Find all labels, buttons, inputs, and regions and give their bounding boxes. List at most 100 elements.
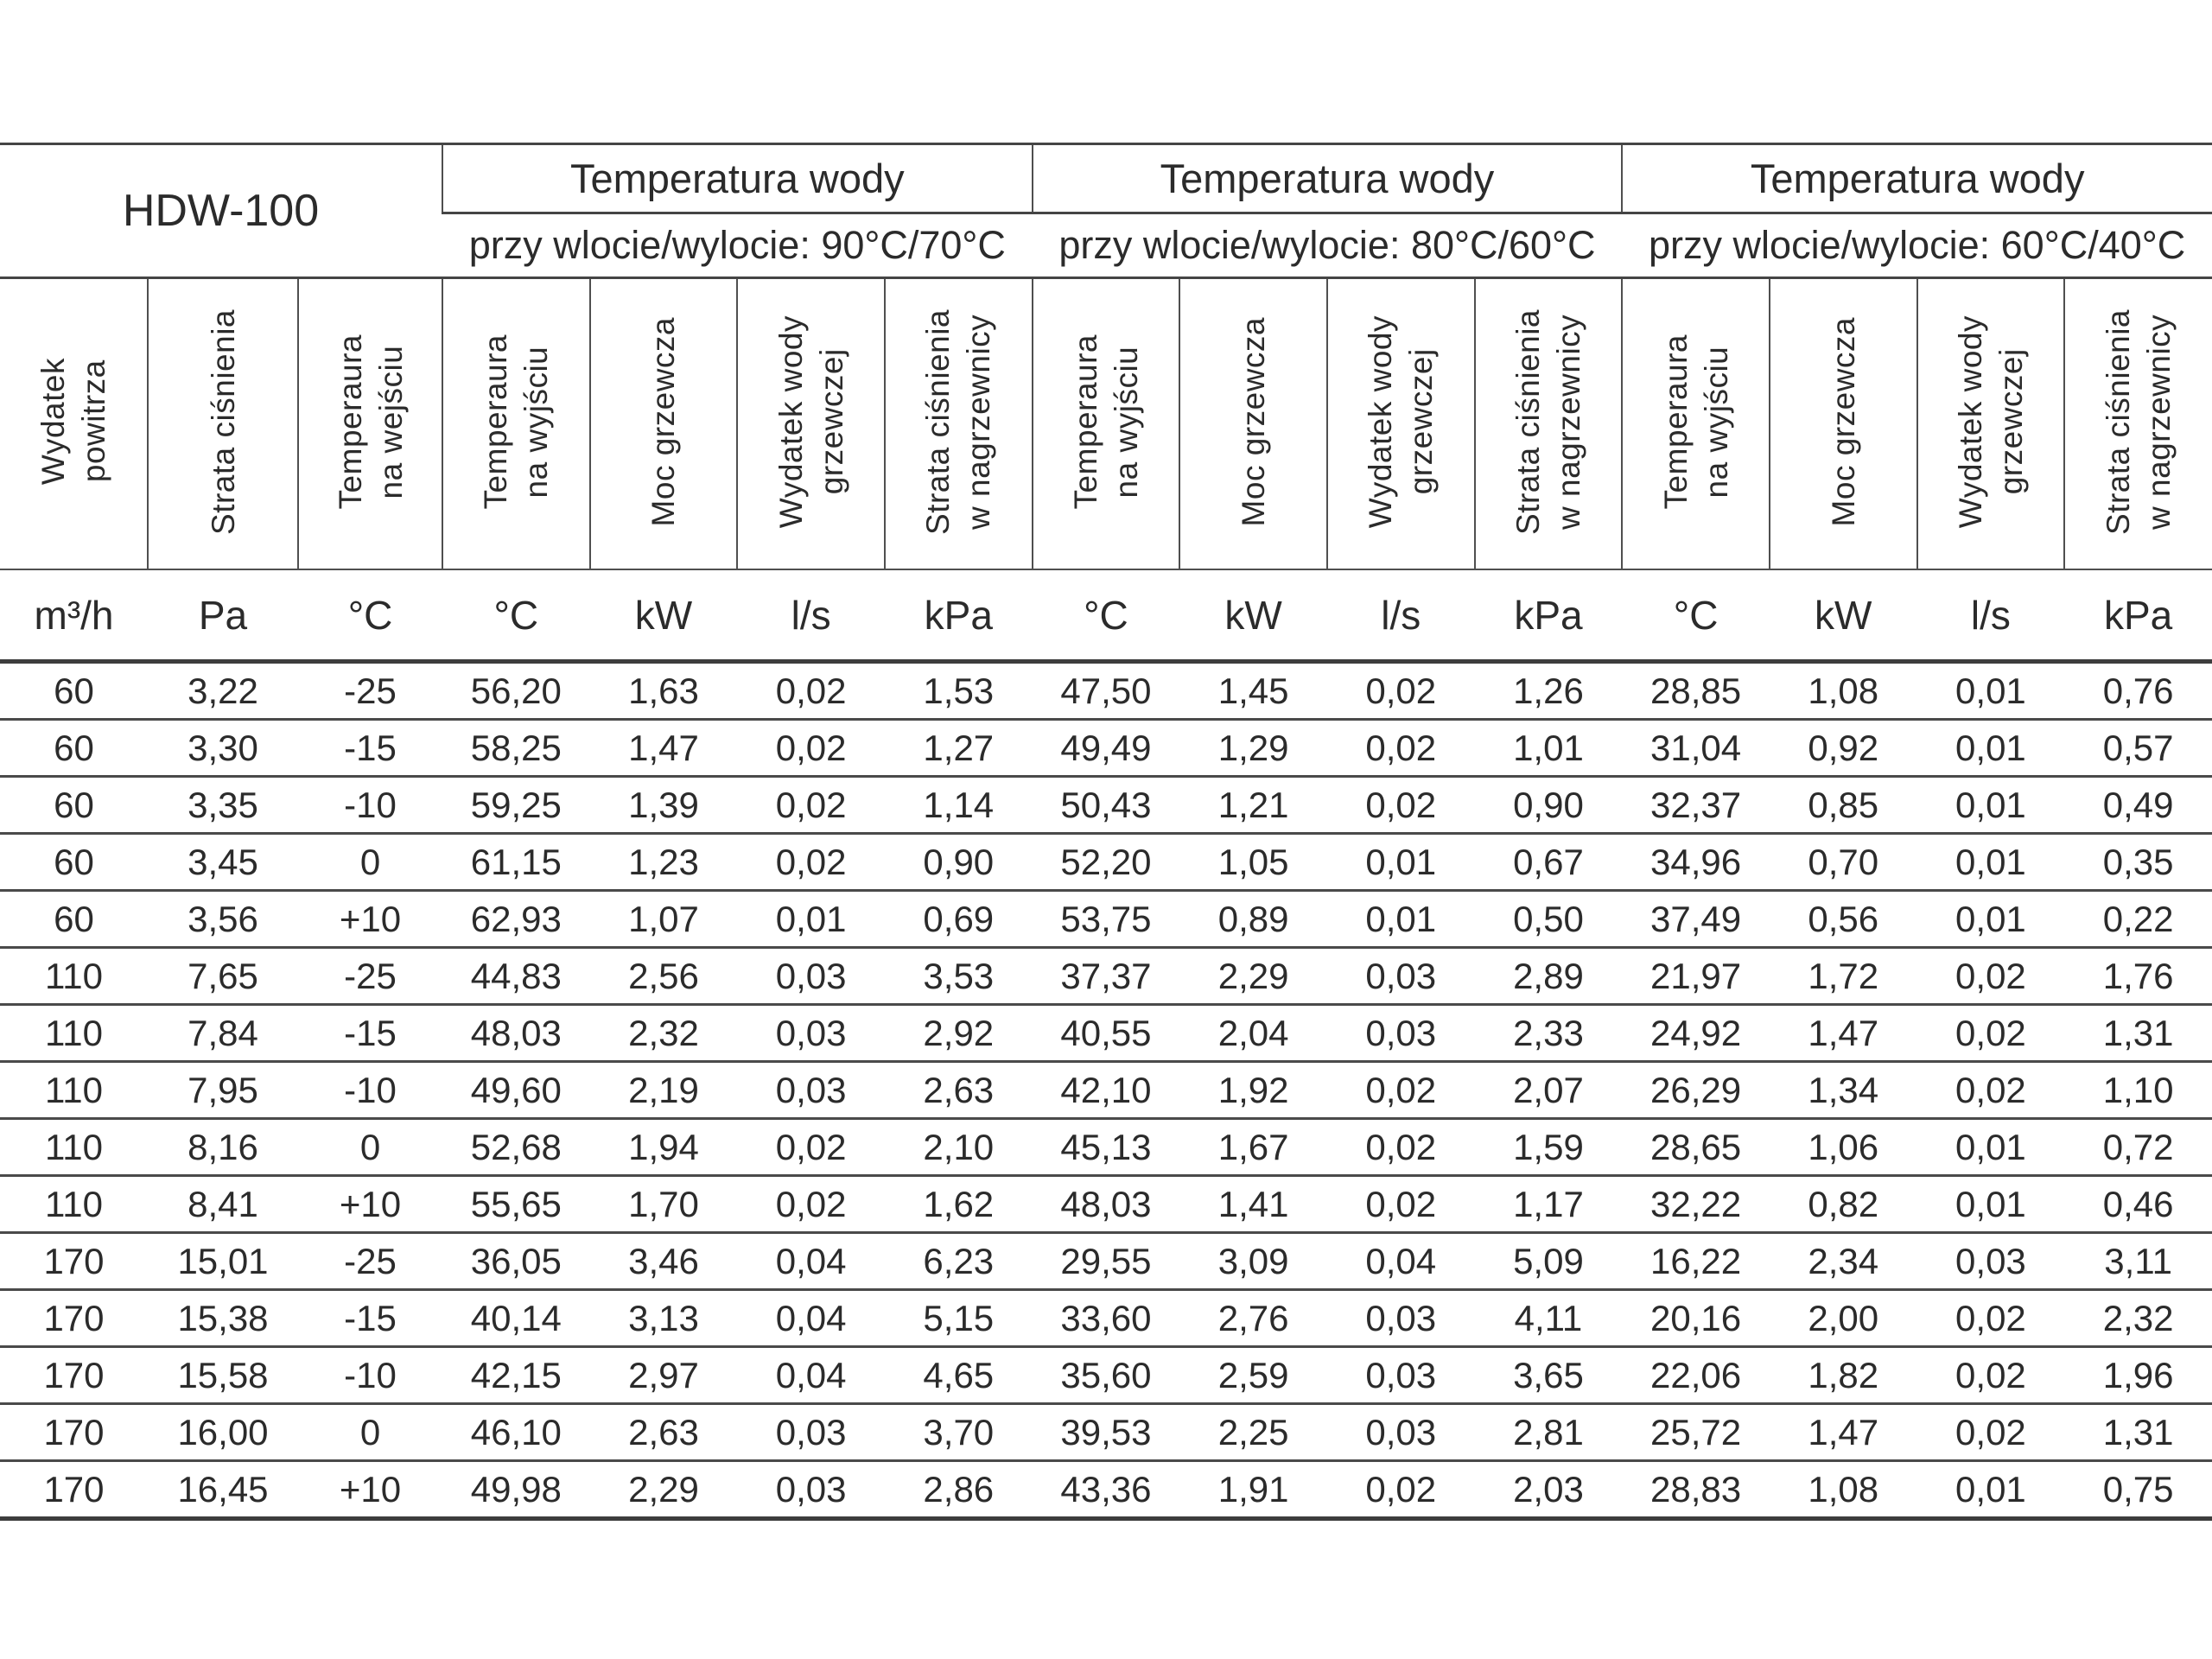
data-cell: 0,02 <box>1916 1346 2065 1405</box>
column-header-cell: Temperaura na wyjściu <box>1031 277 1180 570</box>
data-cell: 5,15 <box>884 1289 1033 1348</box>
data-cell: 60 <box>0 661 148 721</box>
data-cell: 0,22 <box>2064 890 2212 949</box>
data-cell: 0,04 <box>737 1289 885 1348</box>
data-cell: 2,63 <box>589 1403 738 1462</box>
data-cell: 2,19 <box>589 1061 738 1120</box>
data-cell: 8,16 <box>148 1118 298 1177</box>
table-row: 110 7,84 -15 48,03 2,32 0,03 2,92 40,55 2,04 0,03… <box>0 1004 2212 1063</box>
table-row: 110 8,16 0 52,68 1,94 0,02 2,10 45,13 1,67 0,02 1,… <box>0 1118 2212 1177</box>
data-cell: 0,03 <box>737 1460 885 1521</box>
data-cell: 0,02 <box>737 719 885 778</box>
data-cell: 2,25 <box>1179 1403 1327 1462</box>
data-cell: 0,02 <box>1326 1175 1475 1234</box>
data-cell: 2,32 <box>589 1004 738 1063</box>
data-cell: 1,63 <box>589 661 738 721</box>
column-header-cell: Wydatek powitrza <box>0 277 148 570</box>
data-cell: 0,35 <box>2064 833 2212 892</box>
data-cell: 0,85 <box>1769 776 1917 835</box>
data-cell: 32,37 <box>1622 776 1770 835</box>
data-cell: 0,02 <box>1326 776 1475 835</box>
data-cell: -15 <box>298 1289 442 1348</box>
data-cell: 52,68 <box>442 1118 590 1177</box>
data-cell: 2,56 <box>589 947 738 1006</box>
data-cell: 2,92 <box>884 1004 1033 1063</box>
data-cell: 34,96 <box>1622 833 1770 892</box>
data-cell: 1,92 <box>1179 1061 1327 1120</box>
data-cell: -25 <box>298 661 442 721</box>
data-cell: 0,02 <box>737 833 885 892</box>
data-cell: 0,57 <box>2064 719 2212 778</box>
data-cell: 3,35 <box>148 776 298 835</box>
data-cell: 7,65 <box>148 947 298 1006</box>
column-header-cell: Strata ciśnienia w nagrzewnicy <box>1473 277 1623 570</box>
data-cell: 7,95 <box>148 1061 298 1120</box>
data-cell: 42,15 <box>442 1346 590 1405</box>
data-cell: -10 <box>298 776 442 835</box>
data-cell: 1,10 <box>2064 1061 2212 1120</box>
data-cell: 1,96 <box>2064 1346 2212 1405</box>
data-cell: 110 <box>0 1004 148 1063</box>
data-cell: 3,46 <box>589 1232 738 1291</box>
data-cell: 1,26 <box>1474 661 1623 721</box>
column-header-label: Wydatek wody grzewczej <box>772 315 849 529</box>
column-header-cell: Temperaura na wejściu <box>297 277 442 570</box>
data-cell: 0,50 <box>1474 890 1623 949</box>
table-row: 60 3,45 0 61,15 1,23 0,02 0,90 52,20 1,05 0,01 0,6… <box>0 833 2212 892</box>
data-cell: 0,03 <box>737 947 885 1006</box>
data-cell: 0,04 <box>1326 1232 1475 1291</box>
column-header-label: Strata ciśnienia w nagrzewnicy <box>2101 308 2177 535</box>
data-cell: 2,81 <box>1474 1403 1623 1462</box>
data-cell: 0,56 <box>1769 890 1917 949</box>
data-cell: 61,15 <box>442 833 590 892</box>
data-cell: 0,01 <box>1916 890 2065 949</box>
data-cell: 1,17 <box>1474 1175 1623 1234</box>
unit-cell: °C <box>1032 569 1180 664</box>
data-cell: -25 <box>298 947 442 1006</box>
data-cell: 0,02 <box>1916 1004 2065 1063</box>
data-cell: 0,69 <box>884 890 1033 949</box>
data-cell: 29,55 <box>1032 1232 1180 1291</box>
data-cell: 1,08 <box>1769 661 1917 721</box>
data-cell: 0,01 <box>737 890 885 949</box>
data-cell: -15 <box>298 719 442 778</box>
data-cell: 0,03 <box>737 1061 885 1120</box>
data-cell: 35,60 <box>1032 1346 1180 1405</box>
data-cell: 1,06 <box>1769 1118 1917 1177</box>
column-header-cell: Moc grzewcza <box>1768 277 1917 570</box>
data-cell: 0,02 <box>1916 1061 2065 1120</box>
data-cell: 1,14 <box>884 776 1033 835</box>
data-cell: 0,01 <box>1916 1460 2065 1521</box>
data-cell: 60 <box>0 719 148 778</box>
column-header-label: Strata ciśnienia w nagrzewnicy <box>920 308 997 535</box>
group-subtitle-cell: przy wlocie/wylocie: 60°C/40°C <box>1622 213 2212 279</box>
data-cell: 1,59 <box>1474 1118 1623 1177</box>
data-cell: 15,38 <box>148 1289 298 1348</box>
data-cell: 0,04 <box>737 1346 885 1405</box>
data-cell: 42,10 <box>1032 1061 1180 1120</box>
group-subtitle-cell: przy wlocie/wylocie: 80°C/60°C <box>1032 213 1623 279</box>
data-cell: -25 <box>298 1232 442 1291</box>
data-cell: 60 <box>0 776 148 835</box>
data-cell: 0,01 <box>1916 776 2065 835</box>
column-header-cell: Moc grzewcza <box>588 277 738 570</box>
data-cell: +10 <box>298 1460 442 1521</box>
data-cell: 22,06 <box>1622 1346 1770 1405</box>
group-title-cell: Temperatura wody <box>1031 143 1623 214</box>
data-cell: 37,37 <box>1032 947 1180 1006</box>
table-row: 60 3,56 +10 62,93 1,07 0,01 0,69 53,75 0,89 0,01 0… <box>0 890 2212 949</box>
data-cell: 0,90 <box>1474 776 1623 835</box>
data-cell: 0,02 <box>737 661 885 721</box>
data-cell: 0,01 <box>1916 719 2065 778</box>
data-cell: 2,89 <box>1474 947 1623 1006</box>
data-cell: 170 <box>0 1232 148 1291</box>
data-cell: 0,03 <box>1326 1004 1475 1063</box>
table-row: 110 7,95 -10 49,60 2,19 0,03 2,63 42,10 1,92 0,02… <box>0 1061 2212 1120</box>
data-cell: 2,03 <box>1474 1460 1623 1521</box>
column-header-cell: Strata ciśnienia <box>147 277 298 570</box>
column-header-cell: Wydatek wody grzewczej <box>1916 277 2065 570</box>
data-cell: 0,02 <box>1326 1460 1475 1521</box>
data-cell: 0,03 <box>1326 947 1475 1006</box>
data-cell: 3,56 <box>148 890 298 949</box>
